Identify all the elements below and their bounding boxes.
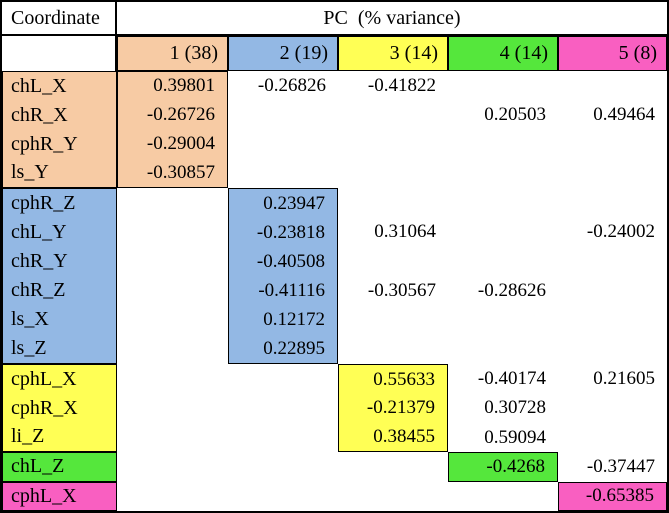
pc4-loading-column: -0.4268 xyxy=(448,452,558,482)
pc4-subheader: 4 (14) xyxy=(448,36,558,71)
loading-value: -0.23818 xyxy=(256,221,325,243)
pc5-coordinate-group: cphL_X xyxy=(2,481,117,511)
pc5-subheader: 5 (8) xyxy=(558,36,667,71)
loading-value: -0.65385 xyxy=(585,485,654,507)
loading-value: 0.23947 xyxy=(263,192,325,214)
loading-value: -0.41116 xyxy=(258,279,325,301)
loading-value: -0.40174 xyxy=(477,367,546,389)
pc3-loading-column: 0.55633 -0.21379 0.38455 xyxy=(338,364,448,453)
loading-value: -0.41822 xyxy=(367,74,436,96)
coordinate-label: cphL_X xyxy=(11,484,77,507)
pc1-loading-column: 0.39801 -0.26726 -0.29004 -0.30857 xyxy=(117,71,228,189)
loading-value: -0.24002 xyxy=(586,221,655,243)
loading-value: 0.21605 xyxy=(593,367,655,389)
loading-value: -0.30567 xyxy=(367,279,436,301)
pc2-loading-column: 0.23947 -0.23818 -0.40508 -0.41116 0.121… xyxy=(228,188,338,365)
loading-value: -0.21379 xyxy=(366,397,435,419)
coordinate-label: ls_X xyxy=(11,308,49,331)
coordinate-label: chR_Z xyxy=(11,279,66,302)
loading-value: -0.30857 xyxy=(146,161,215,183)
loading-value: 0.49464 xyxy=(593,103,655,125)
coordinate-label: chR_X xyxy=(11,103,68,126)
loading-value: -0.4268 xyxy=(486,455,545,477)
loading-value: 0.12172 xyxy=(263,308,325,330)
pc2-subheader: 2 (19) xyxy=(228,36,338,71)
loading-value: 0.22895 xyxy=(263,337,325,359)
coordinate-label: cphR_Z xyxy=(11,192,76,215)
coordinate-label: cphL_X xyxy=(11,368,77,391)
loading-value: -0.29004 xyxy=(146,133,215,155)
coordinate-label: li_Z xyxy=(11,425,45,448)
coordinate-label: cphR_Y xyxy=(11,132,78,155)
loading-value: -0.40508 xyxy=(256,250,325,272)
pc2-coordinate-group: cphR_Z chL_Y chR_Y chR_Z ls_X ls_Z xyxy=(2,188,117,365)
coordinate-label: chL_Y xyxy=(11,221,67,244)
coordinate-label: ls_Y xyxy=(11,161,49,184)
coordinate-label: cphR_X xyxy=(11,396,78,419)
loading-value: -0.28626 xyxy=(477,279,546,301)
pc1-subheader: 1 (38) xyxy=(117,36,228,71)
loading-value: 0.20503 xyxy=(484,103,546,125)
loading-value: 0.31064 xyxy=(374,221,436,243)
header-spacer-cell xyxy=(2,36,117,71)
loading-value: 0.59094 xyxy=(484,426,546,448)
pc1-coordinate-group: chL_X chR_X cphR_Y ls_Y xyxy=(2,71,117,189)
pc3-subheader: 3 (14) xyxy=(338,36,448,71)
loading-value: -0.26826 xyxy=(257,74,326,96)
coordinate-label: chL_Z xyxy=(11,455,65,478)
coordinate-header-cell: Coordinate xyxy=(2,2,117,36)
loading-value: 0.55633 xyxy=(373,368,435,390)
coordinate-label: chR_Y xyxy=(11,250,68,273)
pc3-coordinate-group: cphL_X cphR_X li_Z xyxy=(2,364,117,453)
loading-value: 0.39801 xyxy=(153,75,215,97)
loading-value: 0.30728 xyxy=(484,397,546,419)
loading-value: -0.26726 xyxy=(146,104,215,126)
loading-value: -0.37447 xyxy=(586,455,655,477)
coordinate-label: ls_Z xyxy=(11,337,47,360)
coordinate-label: chL_X xyxy=(11,74,67,97)
loading-value: 0.38455 xyxy=(373,425,435,447)
pc4-coordinate-group: chL_Z xyxy=(2,452,117,482)
pc5-loading-column: -0.65385 xyxy=(558,481,667,511)
pc-variance-header-cell: PC (% variance) xyxy=(117,2,667,36)
